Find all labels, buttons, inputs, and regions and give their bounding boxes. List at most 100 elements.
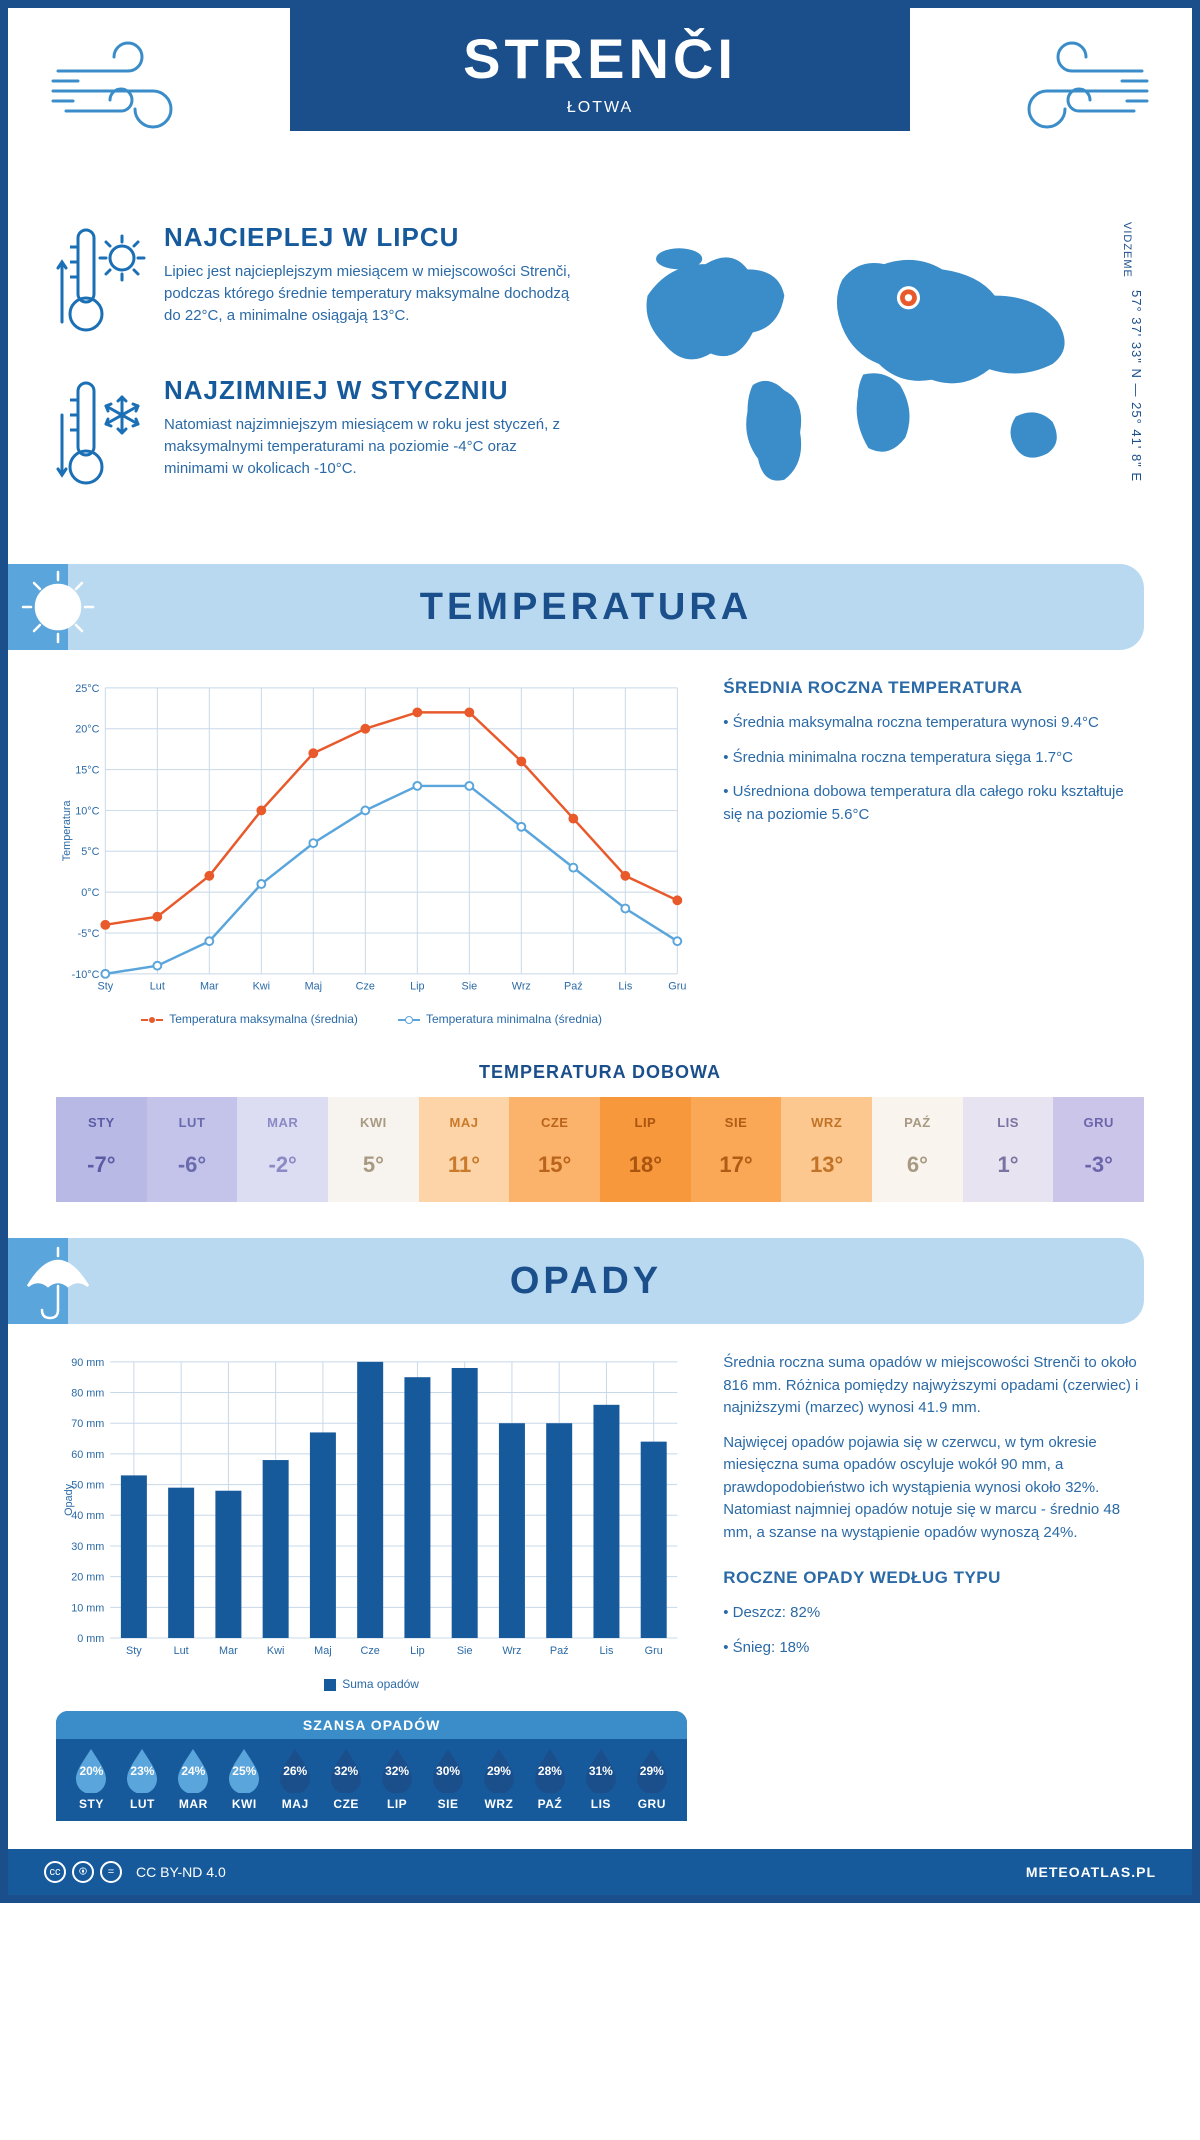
daily-temp-cell: LIP18° — [600, 1097, 691, 1202]
precip-type-title: ROCZNE OPADY WEDŁUG TYPU — [723, 1568, 1144, 1588]
temp-legend: Temperatura maksymalna (średnia) Tempera… — [56, 1012, 687, 1026]
intro-highlights: NAJCIEPLEJ W LIPCU Lipiec jest najcieple… — [56, 222, 584, 528]
chance-item: 24%MAR — [168, 1747, 219, 1811]
svg-text:Temperatura: Temperatura — [61, 799, 73, 861]
intro-row: NAJCIEPLEJ W LIPCU Lipiec jest najcieple… — [8, 198, 1192, 564]
chance-item: 31%LIS — [575, 1747, 626, 1811]
svg-text:Sie: Sie — [457, 1645, 473, 1657]
svg-text:Lis: Lis — [618, 981, 632, 993]
daily-temp-cell: SIE17° — [691, 1097, 782, 1202]
svg-text:70 mm: 70 mm — [71, 1419, 104, 1431]
coldest-title: NAJZIMNIEJ W STYCZNIU — [164, 375, 584, 406]
precipitation-content: 0 mm10 mm20 mm30 mm40 mm50 mm60 mm70 mm8… — [8, 1324, 1192, 1849]
svg-text:Wrz: Wrz — [512, 981, 531, 993]
daily-temp-cell: STY-7° — [56, 1097, 147, 1202]
svg-text:Mar: Mar — [219, 1645, 238, 1657]
temp-bullet: • Średnia maksymalna roczna temperatura … — [723, 712, 1144, 735]
warmest-block: NAJCIEPLEJ W LIPCU Lipiec jest najcieple… — [56, 222, 584, 347]
header: STRENČI ŁOTWA — [8, 8, 1192, 198]
svg-text:Gru: Gru — [668, 981, 686, 993]
svg-text:Paź: Paź — [550, 1645, 569, 1657]
thermometer-sun-icon — [56, 222, 146, 347]
svg-text:90 mm: 90 mm — [71, 1357, 104, 1369]
legend-min: Temperatura minimalna (średnia) — [426, 1012, 602, 1026]
precip-type: • Śnieg: 18% — [723, 1637, 1144, 1660]
svg-text:10°C: 10°C — [75, 805, 99, 817]
warmest-text: Lipiec jest najcieplejszym miesiącem w m… — [164, 261, 584, 326]
precipitation-chance: SZANSA OPADÓW 20%STY23%LUT24%MAR25%KWI26… — [56, 1711, 687, 1821]
svg-text:15°C: 15°C — [75, 765, 99, 777]
temp-bullet: • Średnia minimalna roczna temperatura s… — [723, 747, 1144, 770]
svg-text:Cze: Cze — [356, 981, 375, 993]
svg-text:40 mm: 40 mm — [71, 1511, 104, 1523]
chance-item: 26%MAJ — [270, 1747, 321, 1811]
svg-text:-5°C: -5°C — [78, 928, 100, 940]
chance-item: 30%SIE — [423, 1747, 474, 1811]
temperature-stats: ŚREDNIA ROCZNA TEMPERATURA • Średnia mak… — [723, 678, 1144, 1026]
thermometer-snow-icon — [56, 375, 146, 500]
precipitation-stats: Średnia roczna suma opadów w miejscowośc… — [723, 1352, 1144, 1821]
svg-text:50 mm: 50 mm — [71, 1480, 104, 1492]
chance-item: 25%KWI — [219, 1747, 270, 1811]
svg-text:Kwi: Kwi — [253, 981, 270, 993]
daily-temp-cell: PAŹ6° — [872, 1097, 963, 1202]
svg-text:-10°C: -10°C — [72, 969, 100, 981]
daily-temp-cell: MAR-2° — [237, 1097, 328, 1202]
coordinates: 57° 37' 33" N — 25° 41' 8" E — [1121, 290, 1144, 482]
chance-item: 29%GRU — [626, 1747, 677, 1811]
title-banner: STRENČI ŁOTWA — [290, 8, 910, 131]
svg-text:Paź: Paź — [564, 981, 583, 993]
daily-temp-cell: GRU-3° — [1053, 1097, 1144, 1202]
chance-item: 20%STY — [66, 1747, 117, 1811]
temp-bullet: • Uśredniona dobowa temperatura dla całe… — [723, 781, 1144, 826]
chance-item: 28%PAŹ — [524, 1747, 575, 1811]
svg-text:5°C: 5°C — [81, 846, 99, 858]
wind-icon-right — [1002, 36, 1152, 151]
chance-title: SZANSA OPADÓW — [56, 1711, 687, 1739]
svg-text:Sie: Sie — [461, 981, 477, 993]
precipitation-banner: OPADY — [8, 1238, 1144, 1324]
svg-text:Sty: Sty — [97, 981, 113, 993]
svg-text:Wrz: Wrz — [502, 1645, 521, 1657]
cc-icons: cc🅯= — [44, 1861, 122, 1883]
avg-temp-title: ŚREDNIA ROCZNA TEMPERATURA — [723, 678, 1144, 698]
svg-text:30 mm: 30 mm — [71, 1541, 104, 1553]
temperature-chart: -10°C-5°C0°C5°C10°C15°C20°C25°CStyLutMar… — [56, 678, 687, 1026]
daily-temp-cell: LIS1° — [963, 1097, 1054, 1202]
umbrella-icon — [8, 1238, 108, 1324]
svg-text:Lip: Lip — [410, 981, 424, 993]
svg-text:10 mm: 10 mm — [71, 1603, 104, 1615]
coldest-text: Natomiast najzimniejszym miesiącem w rok… — [164, 414, 584, 479]
precip-text-1: Średnia roczna suma opadów w miejscowośc… — [723, 1352, 1144, 1420]
svg-text:60 mm: 60 mm — [71, 1449, 104, 1461]
country-label: ŁOTWA — [290, 99, 910, 117]
svg-text:0 mm: 0 mm — [77, 1633, 104, 1645]
svg-text:80 mm: 80 mm — [71, 1388, 104, 1400]
svg-text:Lut: Lut — [174, 1645, 189, 1657]
page-frame: STRENČI ŁOTWA — [0, 0, 1200, 1903]
daily-temp-title: TEMPERATURA DOBOWA — [8, 1062, 1192, 1083]
precip-type: • Deszcz: 82% — [723, 1602, 1144, 1625]
chance-item: 29%WRZ — [474, 1747, 525, 1811]
daily-temp-table: STY-7°LUT-6°MAR-2°KWI5°MAJ11°CZE15°LIP18… — [56, 1097, 1144, 1202]
temperature-title: TEMPERATURA — [108, 586, 1144, 629]
daily-temp-cell: LUT-6° — [147, 1097, 238, 1202]
footer: cc🅯= CC BY-ND 4.0 METEOATLAS.PL — [8, 1849, 1192, 1895]
map-side: VIDZEME 57° 37' 33" N — 25° 41' 8" E — [616, 222, 1144, 528]
temperature-content: -10°C-5°C0°C5°C10°C15°C20°C25°CStyLutMar… — [8, 650, 1192, 1054]
daily-temp-cell: WRZ13° — [781, 1097, 872, 1202]
daily-temp-cell: MAJ11° — [419, 1097, 510, 1202]
svg-text:Gru: Gru — [645, 1645, 663, 1657]
precip-legend: Suma opadów — [56, 1677, 687, 1691]
legend-max: Temperatura maksymalna (średnia) — [169, 1012, 358, 1026]
svg-text:Lis: Lis — [600, 1645, 614, 1657]
chance-item: 32%CZE — [321, 1747, 372, 1811]
daily-temp-cell: KWI5° — [328, 1097, 419, 1202]
svg-text:Sty: Sty — [126, 1645, 142, 1657]
svg-text:Lut: Lut — [150, 981, 165, 993]
precip-text-2: Najwięcej opadów pojawia się w czerwcu, … — [723, 1432, 1144, 1545]
daily-temp-cell: CZE15° — [509, 1097, 600, 1202]
svg-text:Maj: Maj — [314, 1645, 331, 1657]
svg-text:Kwi: Kwi — [267, 1645, 284, 1657]
world-map — [616, 222, 1121, 501]
